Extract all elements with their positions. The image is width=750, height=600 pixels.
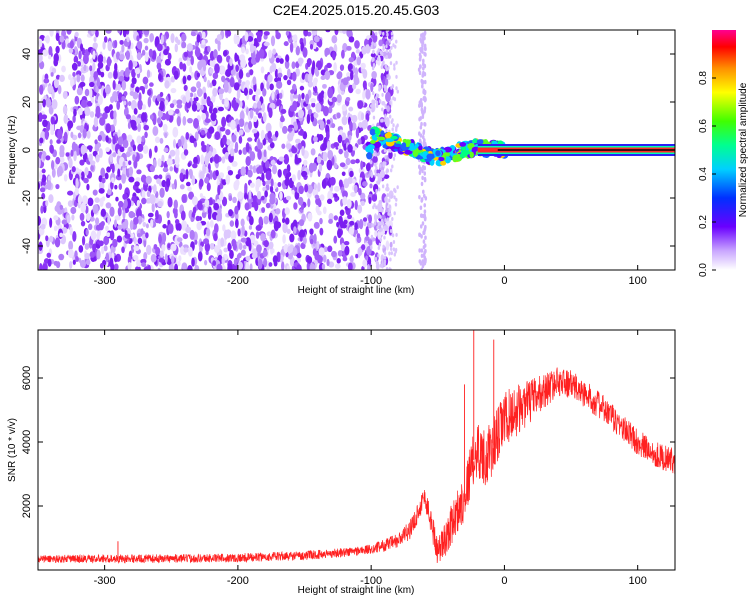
x-tick-label: -300 [94, 575, 116, 587]
spectrogram-x-ticks: -300 -200 -100 0 100 [94, 30, 647, 287]
snr-x-label: Height of straight line (km) [298, 585, 415, 596]
x-tick-label: 100 [629, 575, 647, 587]
y-tick-label: 40 [21, 48, 33, 60]
chart-title: C2E4.2025.015.20.45.G03 [273, 2, 440, 18]
x-tick-label: 100 [629, 275, 647, 287]
colorbar-tick-label: 0.4 [698, 167, 709, 181]
y-tick-label: 6000 [21, 366, 33, 390]
y-tick-label: -20 [21, 190, 33, 206]
snr-panel: -300 -200 -100 0 100 2000 4000 6000 Height of … [7, 329, 676, 596]
colorbar-tick-label: 0.2 [698, 215, 709, 229]
spectrogram-plot-area [38, 30, 675, 270]
colorbar-gradient [712, 30, 736, 270]
x-tick-label: 0 [501, 575, 507, 587]
snr-plot-area [38, 330, 675, 564]
snr-series-line [38, 367, 675, 564]
y-tick-label: 0 [21, 147, 33, 153]
y-tick-label: 20 [21, 96, 33, 108]
snr-y-ticks: 2000 4000 6000 [21, 366, 675, 518]
snr-x-ticks: -300 -200 -100 0 100 [94, 330, 647, 587]
x-tick-label: -300 [94, 275, 116, 287]
x-tick-label: -100 [360, 275, 382, 287]
spectrogram-x-label: Height of straight line (km) [298, 285, 415, 296]
x-tick-label: 0 [501, 275, 507, 287]
snr-y-label: SNR (10 * v/v) [7, 418, 18, 482]
y-tick-label: -40 [21, 238, 33, 254]
x-tick-label: -100 [360, 575, 382, 587]
snr-frame [37, 329, 676, 571]
x-tick-label: -200 [227, 575, 249, 587]
colorbar-ticks: 0.0 0.2 0.4 0.6 0.8 [698, 71, 716, 277]
spectrogram-y-label: Frequency (Hz) [7, 116, 18, 185]
colorbar-label: Normalized spectral amplitude [738, 82, 749, 217]
colorbar-tick-label: 0.0 [698, 263, 709, 277]
y-tick-label: 2000 [21, 494, 33, 518]
x-tick-label: -200 [227, 275, 249, 287]
colorbar: 0.0 0.2 0.4 0.6 0.8 Normalized spectral ampl… [698, 30, 749, 277]
colorbar-tick-label: 0.8 [698, 71, 709, 85]
spectrogram-y-ticks: -40 -20 0 20 40 [21, 48, 675, 254]
colorbar-tick-label: 0.6 [698, 119, 709, 133]
y-tick-label: 4000 [21, 430, 33, 454]
